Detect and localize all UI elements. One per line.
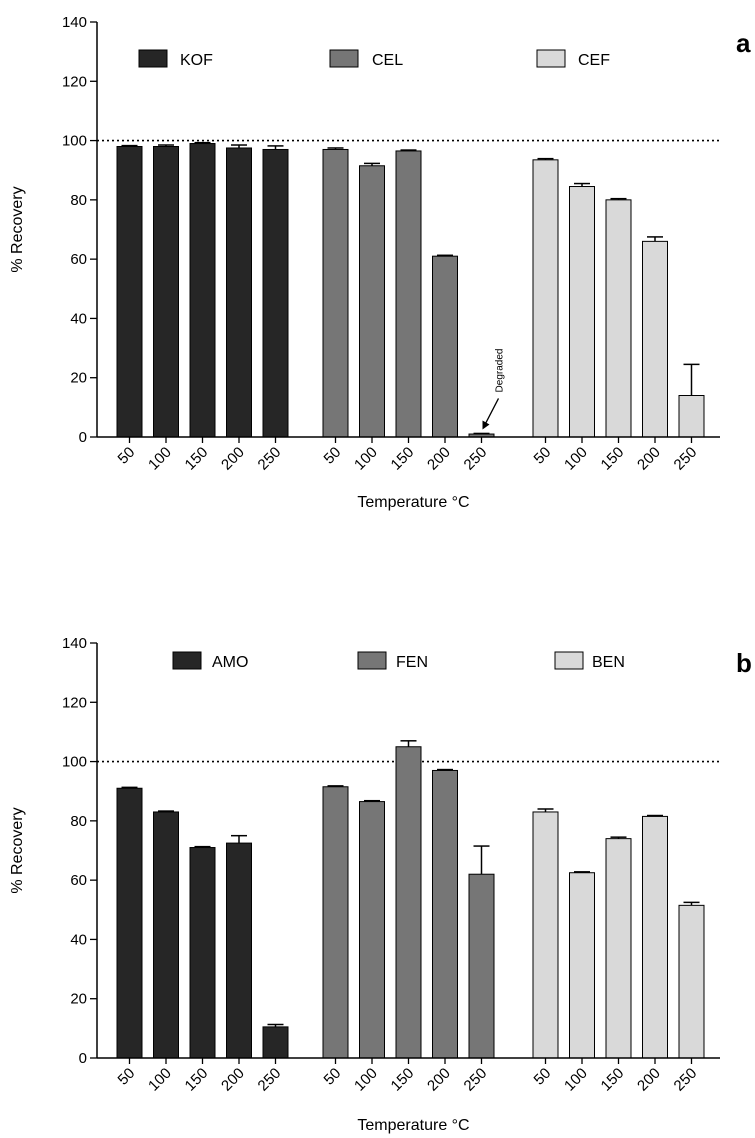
bar-amo-100 [153, 811, 179, 1059]
bar-kof-100 [153, 146, 179, 438]
bar-cef-150 [605, 199, 632, 438]
x-tick-label: 100 [561, 1065, 591, 1095]
x-tick-label: 150 [182, 444, 212, 474]
x-tick-label: 100 [351, 444, 381, 474]
legend-label-amo: AMO [212, 654, 248, 671]
x-tick-label: 250 [461, 1065, 491, 1095]
legend-label-ben: BEN [592, 654, 625, 671]
legend-swatch-cef [536, 49, 566, 68]
x-tick-label: 50 [321, 444, 345, 468]
x-tick-label: 200 [218, 444, 248, 474]
x-tick-label: 250 [461, 444, 491, 474]
bar-fen-200 [432, 769, 458, 1059]
panel-label: a [736, 28, 751, 58]
y-tick-label: 100 [62, 133, 87, 150]
x-tick-label: 200 [634, 1065, 664, 1095]
legend-label-kof: KOF [180, 52, 213, 69]
x-tick-label: 150 [598, 1065, 628, 1095]
y-tick-label: 20 [70, 370, 87, 387]
x-tick-label: 200 [218, 1065, 248, 1095]
y-tick-label: 140 [62, 14, 87, 31]
y-tick-label: 0 [79, 429, 87, 446]
y-tick-label: 140 [62, 635, 87, 652]
x-tick-label: 150 [388, 1065, 418, 1095]
bar-ben-200 [642, 815, 668, 1059]
legend-swatch-amo [172, 651, 202, 670]
x-axis-title: Temperature °C [357, 1117, 469, 1134]
y-tick-label: 40 [70, 310, 87, 327]
y-tick-label: 60 [70, 872, 87, 889]
bar-amo-150 [189, 847, 216, 1059]
legend-swatch-cel [329, 49, 359, 68]
x-axis-title: Temperature °C [357, 494, 469, 511]
bar-cel-100 [359, 165, 385, 438]
x-tick-label: 50 [531, 1065, 555, 1089]
x-tick-label: 250 [671, 1065, 701, 1095]
bar-cel-150 [395, 150, 422, 438]
bar-cef-200 [642, 240, 668, 438]
y-axis-title: % Recovery [9, 807, 26, 893]
x-tick-label: 200 [424, 444, 454, 474]
x-tick-label: 50 [115, 444, 139, 468]
x-tick-label: 200 [634, 444, 664, 474]
x-tick-label: 50 [115, 1065, 139, 1089]
bar-amo-200 [226, 842, 252, 1059]
chart-panel-a: 50 100 150 200 250 50 100 150 200 250 50 100 150 200 2… [9, 14, 751, 511]
bar-cef-50 [532, 159, 559, 438]
bar-fen-50 [322, 786, 349, 1059]
x-tick-label: 150 [598, 444, 628, 474]
x-tick-label: 250 [255, 444, 285, 474]
bar-amo-50 [116, 787, 143, 1059]
bar-fen-100 [359, 801, 385, 1059]
bar-ben-250 [678, 904, 705, 1059]
x-tick-label: 50 [531, 444, 555, 468]
y-tick-label: 40 [70, 931, 87, 948]
legend-label-cel: CEL [372, 52, 403, 69]
annotation-degraded: Degraded [495, 349, 506, 393]
y-tick-label: 60 [70, 251, 87, 268]
chart-panel-b: 50 100 150 200 250 50 100 150 200 250 50 100 150 200 2… [9, 635, 752, 1134]
bar-kof-200 [226, 147, 252, 438]
y-tick-label: 120 [62, 73, 87, 90]
legend-swatch-fen [357, 651, 387, 670]
legend-swatch-kof [138, 49, 168, 68]
y-tick-label: 80 [70, 192, 87, 209]
y-tick-label: 120 [62, 694, 87, 711]
bar-kof-50 [116, 146, 143, 438]
bar-ben-50 [532, 811, 559, 1059]
legend-label-fen: FEN [396, 654, 428, 671]
y-tick-label: 20 [70, 991, 87, 1008]
x-tick-label: 100 [145, 1065, 175, 1095]
x-tick-label: 100 [351, 1065, 381, 1095]
bar-fen-250 [468, 873, 495, 1059]
annotation-arrowhead [482, 420, 490, 430]
x-tick-label: 250 [255, 1065, 285, 1095]
x-tick-label: 150 [182, 1065, 212, 1095]
x-tick-label: 200 [424, 1065, 454, 1095]
y-tick-label: 80 [70, 813, 87, 830]
bar-fen-150 [395, 746, 422, 1059]
legend-swatch-ben [554, 651, 584, 670]
bar-cef-250 [678, 395, 705, 438]
x-tick-label: 100 [561, 444, 591, 474]
bar-ben-150 [605, 838, 632, 1059]
bar-kof-150 [189, 143, 216, 438]
x-tick-label: 250 [671, 444, 701, 474]
bar-kof-250 [262, 148, 289, 438]
bar-amo-250 [262, 1026, 289, 1059]
x-tick-label: 150 [388, 444, 418, 474]
bar-cef-100 [569, 186, 595, 438]
panel-label: b [736, 648, 752, 678]
x-tick-label: 50 [321, 1065, 345, 1089]
bar-ben-100 [569, 872, 595, 1059]
y-tick-label: 100 [62, 754, 87, 771]
y-tick-label: 0 [79, 1050, 87, 1067]
x-tick-label: 100 [145, 444, 175, 474]
bar-cel-50 [322, 148, 349, 438]
y-axis-title: % Recovery [9, 186, 26, 272]
legend-label-cef: CEF [578, 52, 610, 69]
bar-cel-200 [432, 255, 458, 438]
